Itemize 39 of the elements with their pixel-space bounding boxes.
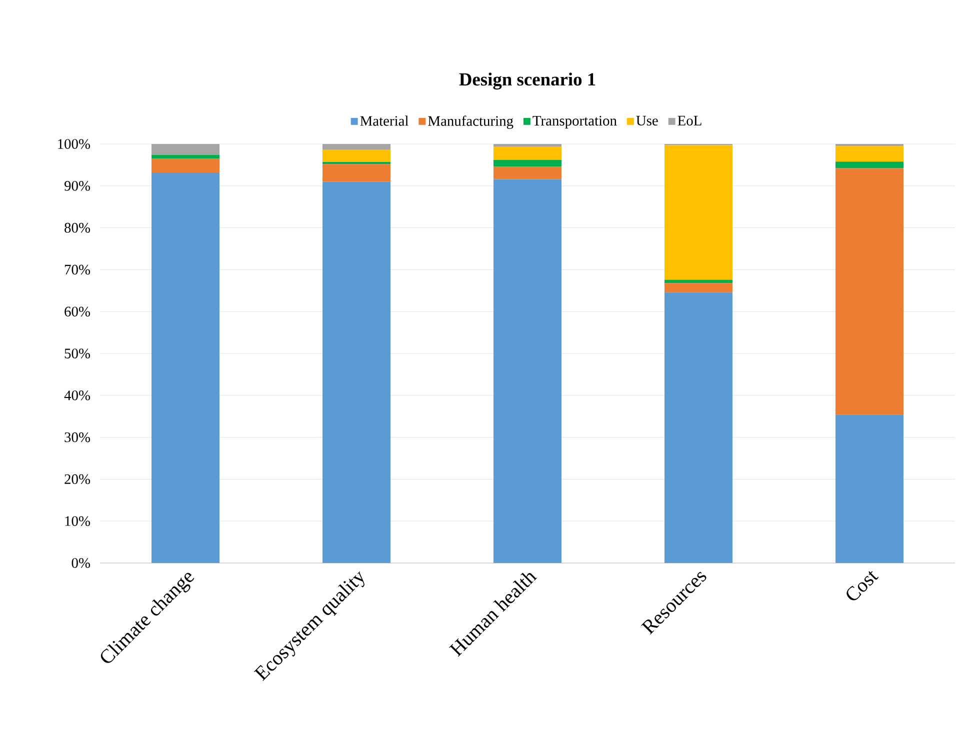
y-tick-label: 40% bbox=[64, 390, 90, 400]
bar bbox=[322, 164, 391, 182]
bar bbox=[836, 162, 904, 168]
y-tick-label: 10% bbox=[65, 516, 90, 526]
bar bbox=[664, 145, 733, 280]
legend-label: Manufacturing bbox=[428, 116, 514, 129]
bar bbox=[494, 144, 562, 147]
bar bbox=[494, 160, 562, 167]
bar bbox=[152, 154, 220, 159]
legend-label: EoL bbox=[678, 116, 702, 126]
y-tick-label: 20% bbox=[64, 474, 90, 484]
bar bbox=[664, 292, 733, 563]
bar bbox=[836, 414, 904, 563]
bar bbox=[836, 144, 904, 146]
y-tick-label: 50% bbox=[64, 348, 90, 358]
bar bbox=[494, 179, 562, 563]
y-tick-label: 60% bbox=[64, 306, 90, 316]
bar bbox=[322, 182, 391, 563]
bar bbox=[494, 166, 562, 180]
x-tick-label: Cost bbox=[846, 571, 878, 600]
y-tick-label: 90% bbox=[64, 180, 90, 191]
bar bbox=[322, 144, 391, 150]
legend-label: Transportation bbox=[532, 116, 617, 129]
legend-label: Use bbox=[636, 116, 658, 126]
bar bbox=[322, 150, 391, 162]
bar bbox=[152, 172, 220, 563]
bar bbox=[836, 146, 904, 162]
chart-title: Design scenario 1 bbox=[459, 72, 596, 90]
y-tick-label: 100% bbox=[58, 139, 90, 149]
bar bbox=[152, 158, 220, 172]
bar bbox=[664, 283, 733, 292]
legend-label: Material bbox=[360, 116, 408, 126]
y-tick-label: 70% bbox=[64, 264, 90, 275]
y-tick-label: 30% bbox=[64, 432, 90, 442]
bar bbox=[494, 146, 562, 160]
bar bbox=[152, 144, 220, 155]
y-tick-label: 0% bbox=[72, 558, 90, 568]
bar bbox=[836, 168, 904, 415]
y-tick-label: 80% bbox=[64, 222, 90, 233]
